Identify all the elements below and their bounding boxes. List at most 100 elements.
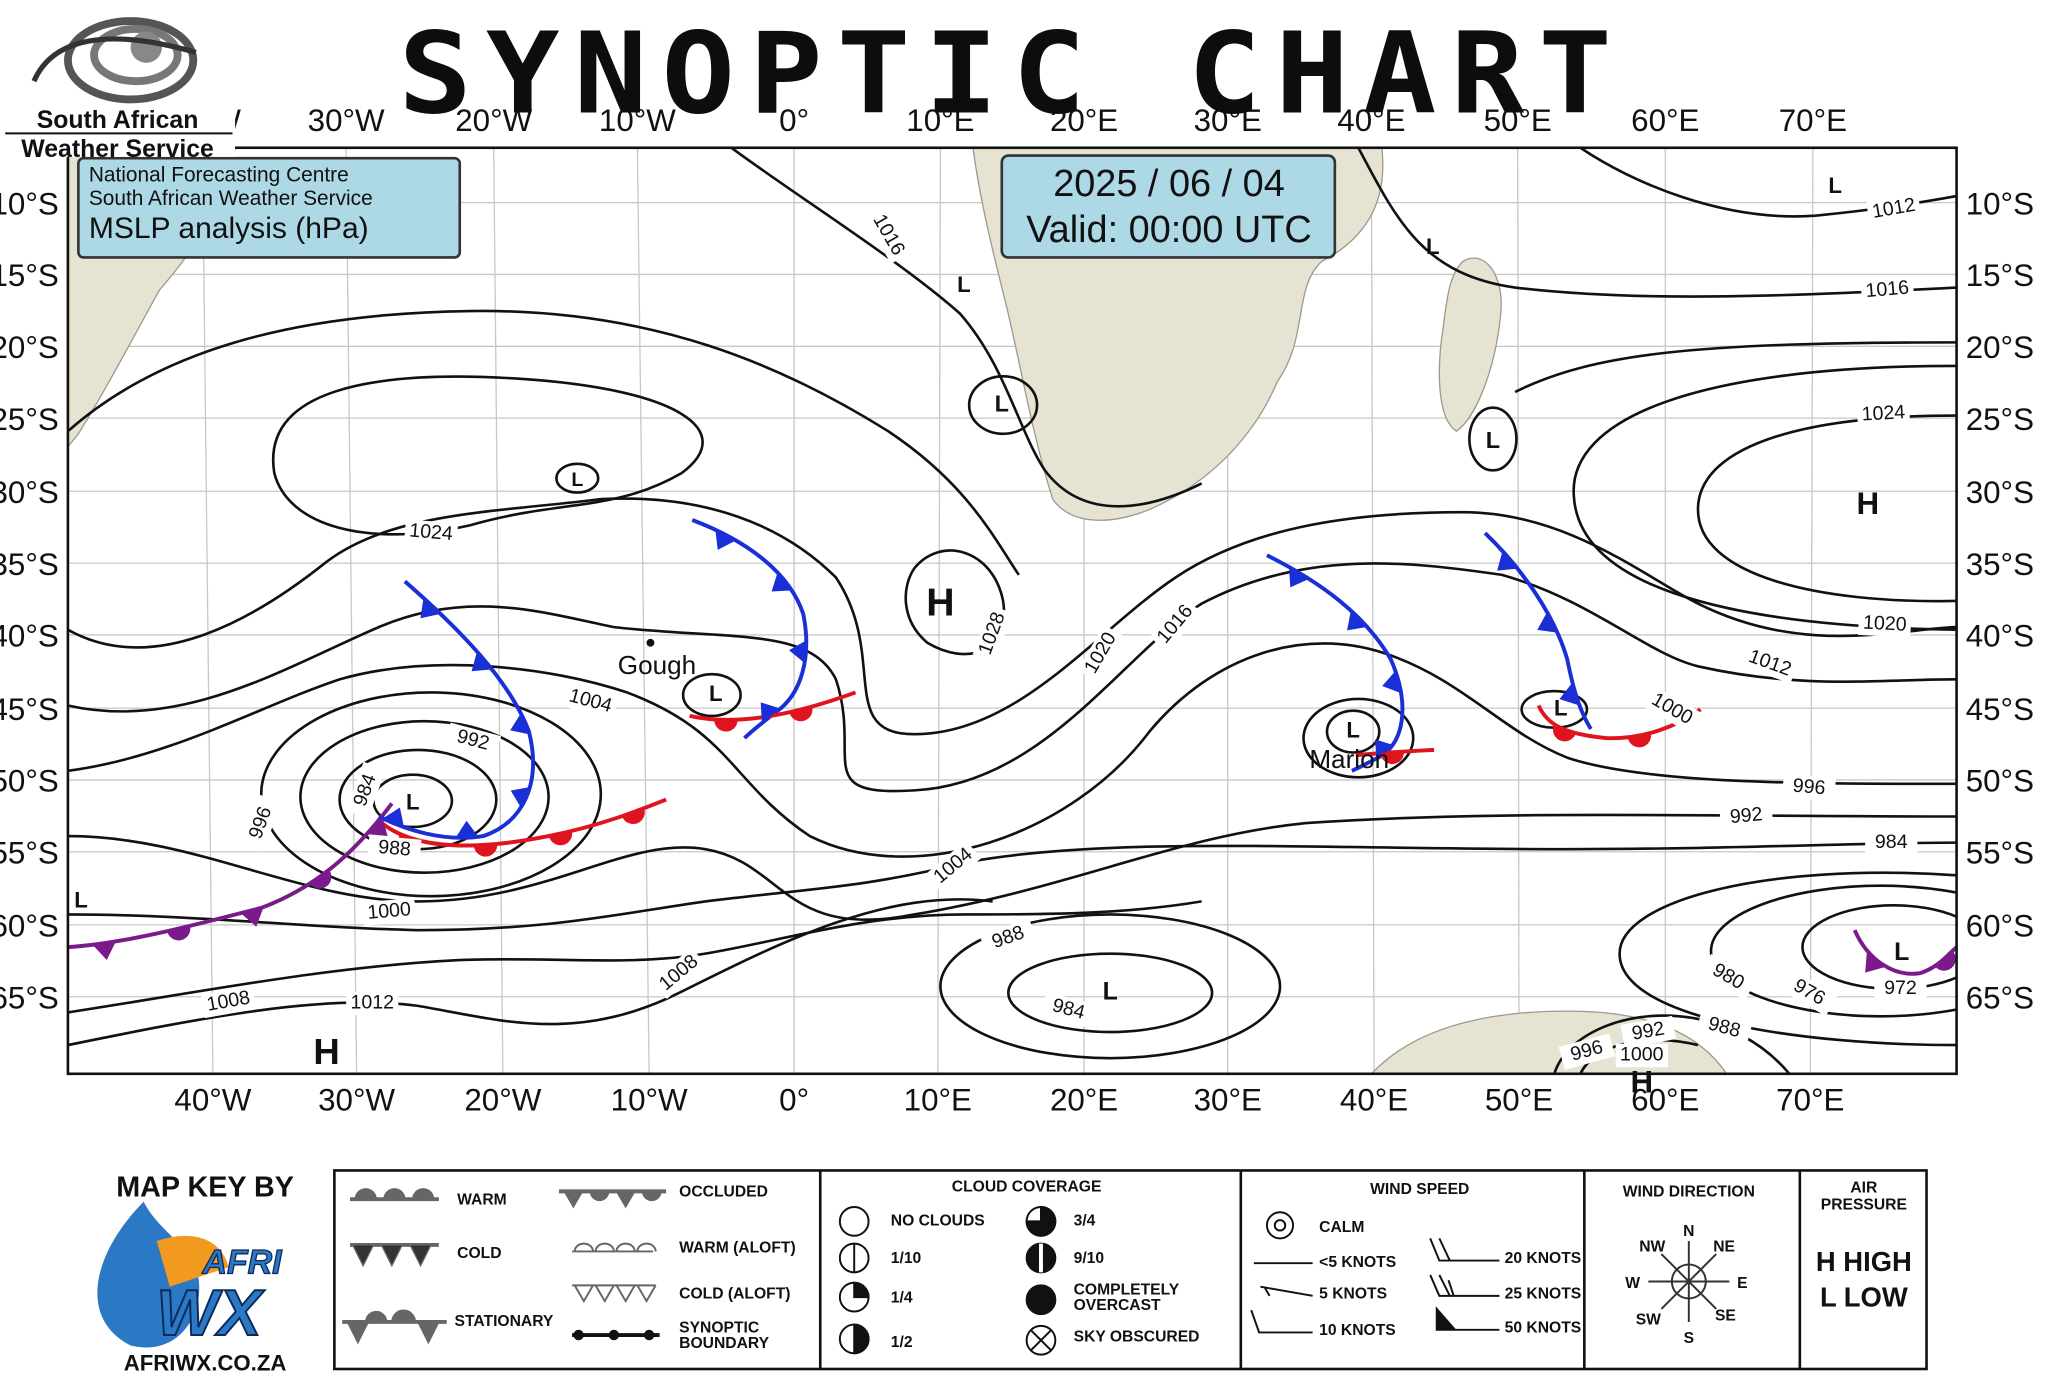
isobar-label-bg	[925, 840, 982, 892]
front-triangle	[1497, 550, 1518, 571]
front-semicircle	[1553, 725, 1576, 742]
front-triangle	[240, 907, 264, 927]
cloud-symbol	[853, 1281, 870, 1299]
isobar	[1357, 147, 1957, 298]
isobar	[1618, 871, 1957, 1047]
info-line: South African Weather Service	[89, 187, 373, 210]
latitude-label: 10°S	[1966, 186, 2034, 221]
isobar-label: 972	[1884, 977, 1917, 999]
fronts	[67, 518, 1957, 976]
text-line: COMPLETELY	[1074, 1282, 1180, 1299]
isobar-label-bg	[1865, 830, 1918, 855]
places: Gough Marion	[618, 638, 1389, 774]
isobar	[271, 375, 704, 536]
isobar-label-bg	[403, 519, 459, 548]
organisation-line: Weather Service	[21, 136, 214, 163]
isobar-label-bg	[241, 794, 282, 852]
wind-symbols	[1250, 1211, 1500, 1334]
longitude-label: 20°W	[464, 1082, 541, 1117]
key-heading: WIND SPEED	[1370, 1181, 1469, 1198]
isobar-label-bg	[562, 683, 619, 720]
front-triangle	[1375, 739, 1395, 760]
isobar	[681, 672, 742, 718]
isobar-label: 988	[377, 836, 412, 861]
text-line: SYNOPTIC	[679, 1319, 759, 1336]
latitude-label: 40°S	[0, 619, 59, 654]
isobar	[67, 562, 1957, 793]
afriwx-sun	[156, 1235, 229, 1287]
cloud-symbol	[1029, 1329, 1053, 1352]
key-heading: WIND DIRECTION	[1623, 1184, 1755, 1201]
latitude-label: 40°S	[1966, 619, 2034, 654]
isobar-label-bg	[1149, 596, 1202, 653]
key-label: COLD	[457, 1245, 501, 1262]
date-box-frame	[1000, 154, 1337, 259]
isobar-label: 996	[1792, 775, 1827, 800]
front-semicircle	[789, 706, 813, 722]
front-triangle	[510, 712, 531, 735]
key-label: SYNOPTIC BOUNDARY	[679, 1319, 769, 1352]
key-heading: CLOUD COVERAGE	[952, 1178, 1102, 1195]
isobar	[67, 497, 1957, 736]
pressure-centre: L	[1426, 234, 1440, 259]
front-triangle	[789, 639, 807, 664]
isobar	[67, 642, 1957, 858]
direction: SE	[1715, 1308, 1736, 1325]
latitude-label: 25°S	[0, 402, 59, 437]
latitude-label: 65°S	[1966, 981, 2034, 1016]
longitude-label: 40°E	[1340, 1082, 1408, 1117]
latitude-label: 65°S	[0, 981, 59, 1016]
longitude-label: 50°E	[1485, 1082, 1553, 1117]
cloud-symbol	[838, 1206, 870, 1237]
compass-rays	[1648, 1240, 1730, 1322]
isobar	[1325, 709, 1381, 754]
longitude-label: 60°E	[1631, 103, 1699, 138]
isobar-label-bg	[367, 835, 422, 864]
direction: W	[1625, 1275, 1640, 1292]
front-symbols	[342, 1188, 667, 1345]
longitude-label: 60°E	[1631, 1082, 1699, 1117]
direction: NE	[1713, 1238, 1735, 1255]
gough-island	[646, 638, 655, 647]
front-semicircle	[167, 925, 191, 941]
pressure-centre: L	[1486, 427, 1500, 453]
date: 2025 / 06 / 04	[1053, 163, 1285, 205]
map-frame	[66, 146, 1958, 1076]
latitude-label: 15°S	[1966, 258, 2034, 293]
isobars	[67, 147, 1957, 1074]
longitude-label: 50°E	[1484, 103, 1552, 138]
warm-symbol	[354, 1188, 435, 1200]
place-label: Marion	[1309, 744, 1389, 774]
front-triangle	[1382, 670, 1402, 694]
isobar	[1709, 884, 1957, 1018]
front-triangle	[771, 571, 793, 592]
brand: WX	[156, 1276, 265, 1349]
front-semicircle	[714, 719, 738, 732]
isobar-label: 1000	[366, 898, 411, 924]
isobar-label-bg	[1620, 1015, 1677, 1049]
key-label: 1/4	[891, 1289, 913, 1306]
text-line: OVERCAST	[1074, 1297, 1161, 1314]
header: SYNOPTIC CHART South African Weather Ser…	[0, 0, 1613, 163]
pressure-centre: L	[1828, 173, 1842, 198]
key-label: 25 KNOTS	[1505, 1285, 1582, 1302]
logo-swirl	[90, 24, 182, 86]
isobar-label: 1016	[1865, 276, 1910, 302]
wind-symbol	[1429, 1274, 1500, 1297]
meridian	[1809, 147, 1814, 1074]
isobar	[67, 900, 1202, 1014]
isobar-label-bg	[1874, 977, 1927, 1001]
key-label: 10 KNOTS	[1319, 1322, 1396, 1339]
cold-aloft-symbol	[572, 1284, 657, 1304]
front-triangle	[715, 529, 737, 550]
key-label: L LOW	[1820, 1281, 1908, 1312]
front-triangle	[510, 786, 532, 809]
front-semicircle	[1380, 751, 1404, 765]
isobar-label: 1012	[350, 991, 394, 1013]
isobar-label-bg	[1615, 1043, 1668, 1068]
pressure-centre: L	[74, 887, 88, 912]
pressure-centre: H	[1856, 486, 1879, 521]
front-triangle	[92, 941, 116, 960]
front-triangle	[471, 651, 493, 672]
pressure-centre: L	[571, 469, 583, 491]
